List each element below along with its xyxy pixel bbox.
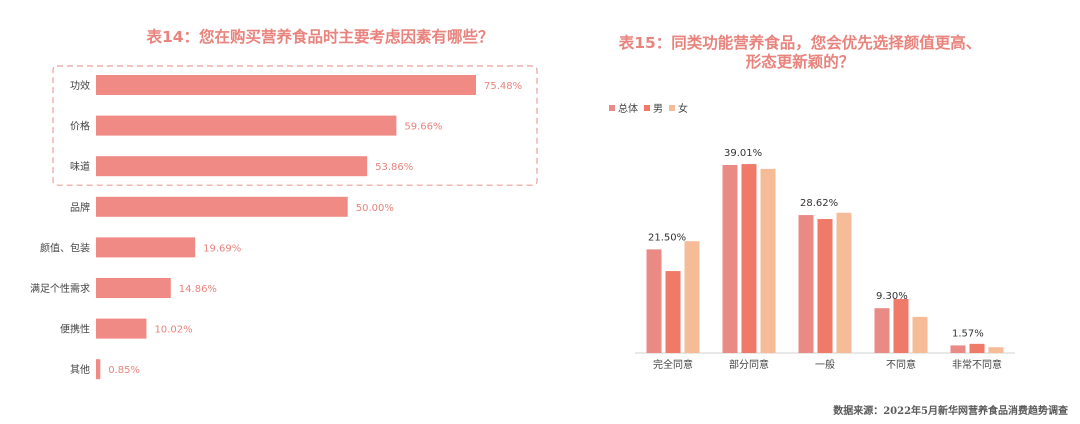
bar <box>96 359 101 380</box>
bar-女 <box>836 212 852 353</box>
category-label: 完全同意 <box>653 358 693 371</box>
bar-女 <box>988 347 1004 353</box>
value-label: 75.48% <box>484 81 522 92</box>
bar-女 <box>684 241 700 353</box>
category-label: 其他 <box>70 363 90 376</box>
value-label: 59.66% <box>404 122 442 133</box>
legend-label: 女 <box>678 104 688 115</box>
right-chart-legend: 总体 男 女 <box>609 100 688 115</box>
legend-item: 总体 <box>609 100 638 115</box>
bar-男 <box>665 271 681 353</box>
category-label: 味道 <box>70 160 90 173</box>
bar <box>96 278 171 298</box>
bar-女 <box>760 168 776 353</box>
bar-女 <box>912 316 928 353</box>
value-label: 39.01% <box>724 148 762 159</box>
value-label: 14.86% <box>179 284 217 295</box>
category-label: 功效 <box>70 79 90 92</box>
legend-item: 女 <box>669 100 688 115</box>
bar-总体 <box>646 249 662 353</box>
category-label: 品牌 <box>70 201 90 214</box>
value-label: 1.57% <box>952 328 984 339</box>
value-label: 19.69% <box>203 243 241 254</box>
value-label: 28.62% <box>800 198 838 209</box>
bar-总体 <box>722 165 738 353</box>
value-label: 0.85% <box>108 365 140 376</box>
category-label: 满足个性需求 <box>30 282 90 295</box>
value-label: 53.86% <box>375 162 413 173</box>
category-label: 价格 <box>70 120 90 133</box>
legend-swatch <box>644 104 650 111</box>
legend-swatch <box>609 104 615 111</box>
legend-swatch <box>669 104 675 111</box>
right-chart-title: 表15：同类功能营养食品，您会优先选择颜值更高、形态更新颖的？ <box>618 34 982 71</box>
category-label: 便携性 <box>60 323 90 336</box>
bar-男 <box>969 343 985 353</box>
legend-item: 男 <box>644 100 663 115</box>
bar-总体 <box>874 308 890 353</box>
bar <box>96 318 147 339</box>
left-chart-title: 表14：您在购买营养食品时主要考虑因素有哪些？ <box>146 28 494 46</box>
legend-label: 总体 <box>618 104 638 115</box>
legend-label: 男 <box>653 104 663 115</box>
bar <box>96 237 196 258</box>
bar <box>96 75 476 95</box>
bar-男 <box>741 164 757 353</box>
bar-总体 <box>798 215 814 353</box>
bar <box>96 196 348 217</box>
value-label: 9.30% <box>876 291 908 302</box>
category-label: 一般 <box>815 358 835 371</box>
category-label: 不同意 <box>886 358 916 371</box>
bar-男 <box>817 219 833 353</box>
category-label: 非常不同意 <box>952 358 1002 371</box>
bar-男 <box>893 299 909 353</box>
value-label: 21.50% <box>648 232 686 243</box>
bar-总体 <box>950 345 966 353</box>
data-source-note: 数据来源：2022年5月新华网营养食品消费趋势调查 <box>833 406 1068 417</box>
bar <box>96 156 368 177</box>
bar <box>96 115 397 136</box>
value-label: 50.00% <box>356 203 394 214</box>
category-label: 颜值、包装 <box>40 241 90 254</box>
value-label: 10.02% <box>154 325 192 336</box>
category-label: 部分同意 <box>729 358 769 371</box>
